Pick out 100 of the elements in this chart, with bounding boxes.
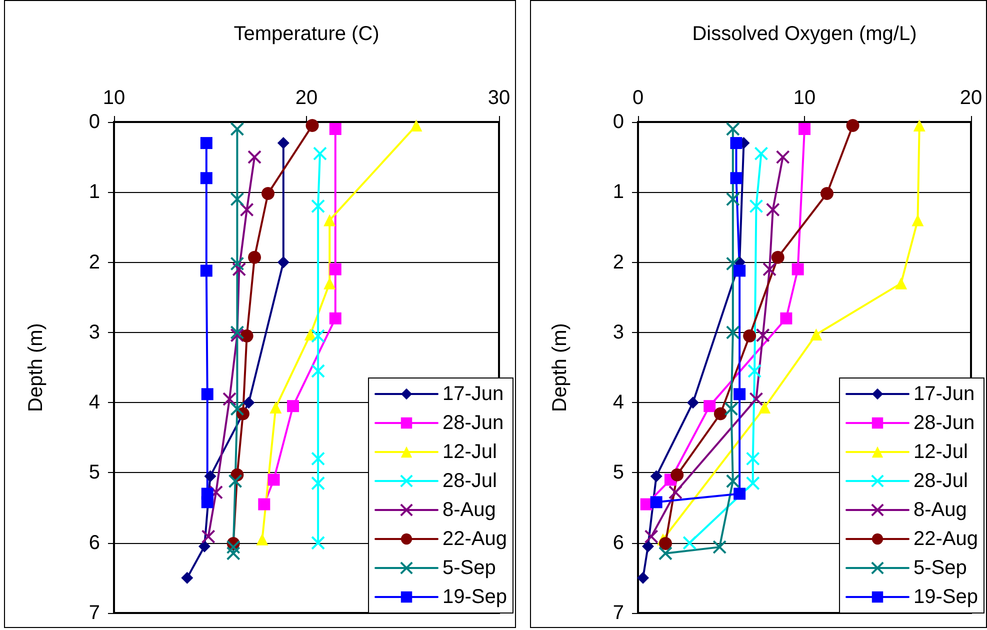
legend-label: 28-Jun — [914, 412, 975, 434]
point — [306, 119, 319, 132]
point — [209, 485, 224, 500]
y-axis-title: Depth (m) — [25, 323, 47, 412]
point — [726, 256, 740, 271]
legend-label: 28-Jul — [442, 470, 497, 492]
point — [228, 474, 242, 488]
point — [311, 476, 326, 490]
point — [311, 452, 326, 466]
point — [240, 202, 254, 217]
point — [230, 325, 244, 340]
legend-label: 5-Sep — [914, 557, 967, 579]
point — [798, 123, 810, 136]
point — [749, 392, 764, 406]
point — [912, 214, 924, 226]
y-tick-label: 1 — [88, 181, 100, 204]
point — [258, 498, 270, 510]
legend-label: 19-Sep — [442, 586, 508, 608]
point — [200, 137, 212, 150]
point — [776, 150, 790, 164]
point — [230, 402, 244, 416]
point — [756, 328, 770, 342]
point — [232, 262, 246, 276]
point — [658, 546, 672, 560]
point — [636, 572, 649, 584]
point — [410, 120, 422, 132]
y-tick-label: 7 — [612, 602, 624, 624]
point — [230, 256, 244, 271]
point — [734, 264, 746, 277]
point — [248, 150, 262, 164]
x-axis-title: Dissolved Oxygen (mg/L) — [692, 23, 917, 45]
y-tick-label: 7 — [88, 602, 100, 624]
y-tick-label: 2 — [88, 251, 100, 274]
legend-label: 28-Jun — [442, 412, 504, 434]
point — [730, 172, 742, 184]
point — [670, 468, 684, 482]
legend-label: 12-Jul — [442, 441, 497, 463]
point — [766, 202, 780, 217]
point — [201, 496, 214, 508]
y-tick-label: 2 — [612, 251, 624, 274]
y-tick-label: 6 — [88, 532, 100, 554]
point — [762, 262, 777, 276]
point — [810, 328, 822, 341]
point — [201, 388, 214, 400]
point — [771, 250, 784, 264]
y-tick-label: 3 — [612, 321, 624, 344]
y-tick-label: 0 — [612, 111, 624, 133]
point — [329, 312, 342, 324]
y-tick-label: 5 — [612, 462, 624, 484]
point — [746, 476, 760, 490]
legend-label: 8-Aug — [442, 499, 496, 521]
point — [913, 120, 926, 132]
y-tick-label: 0 — [88, 111, 100, 133]
point — [311, 199, 326, 214]
y-tick-label: 1 — [612, 181, 624, 204]
legend-label: 19-Sep — [914, 586, 978, 608]
point — [734, 388, 746, 400]
legend-label: 12-Jul — [914, 441, 968, 463]
point — [642, 540, 654, 552]
point — [240, 329, 254, 342]
point — [312, 146, 327, 161]
y-tick-label: 3 — [88, 321, 100, 344]
point — [222, 392, 236, 406]
point — [726, 122, 740, 136]
point — [846, 119, 860, 132]
y-axis-title: Depth (m) — [549, 323, 571, 412]
point — [820, 187, 834, 200]
y-tick-label: 4 — [612, 392, 624, 414]
legend-label: 22-Aug — [442, 528, 508, 550]
x-tick-label: 10 — [102, 87, 126, 109]
legend-label: 5-Sep — [442, 557, 496, 579]
point — [287, 400, 300, 412]
legend-label: 17-Jun — [442, 383, 504, 405]
point — [726, 474, 740, 488]
x-tick-label: 20 — [295, 87, 318, 109]
point — [324, 214, 336, 226]
point — [198, 540, 210, 552]
point — [230, 122, 244, 136]
point — [248, 250, 262, 264]
point — [734, 488, 746, 500]
legend-label: 8-Aug — [914, 499, 967, 521]
y-tick-label: 6 — [612, 532, 624, 554]
point — [226, 546, 240, 560]
point — [658, 537, 672, 550]
point — [200, 264, 212, 277]
point — [226, 540, 240, 554]
legend-label: 17-Jun — [914, 383, 975, 405]
point — [311, 328, 326, 343]
x-tick-label: 10 — [793, 87, 816, 109]
point — [714, 407, 727, 420]
point — [650, 496, 662, 508]
point — [650, 470, 662, 482]
point — [204, 470, 216, 482]
point — [748, 364, 762, 378]
point — [704, 400, 716, 412]
point — [895, 277, 908, 290]
point — [712, 540, 727, 554]
y-tick-label: 4 — [88, 392, 100, 414]
point — [746, 452, 760, 466]
legend-label: 28-Jul — [914, 470, 968, 492]
